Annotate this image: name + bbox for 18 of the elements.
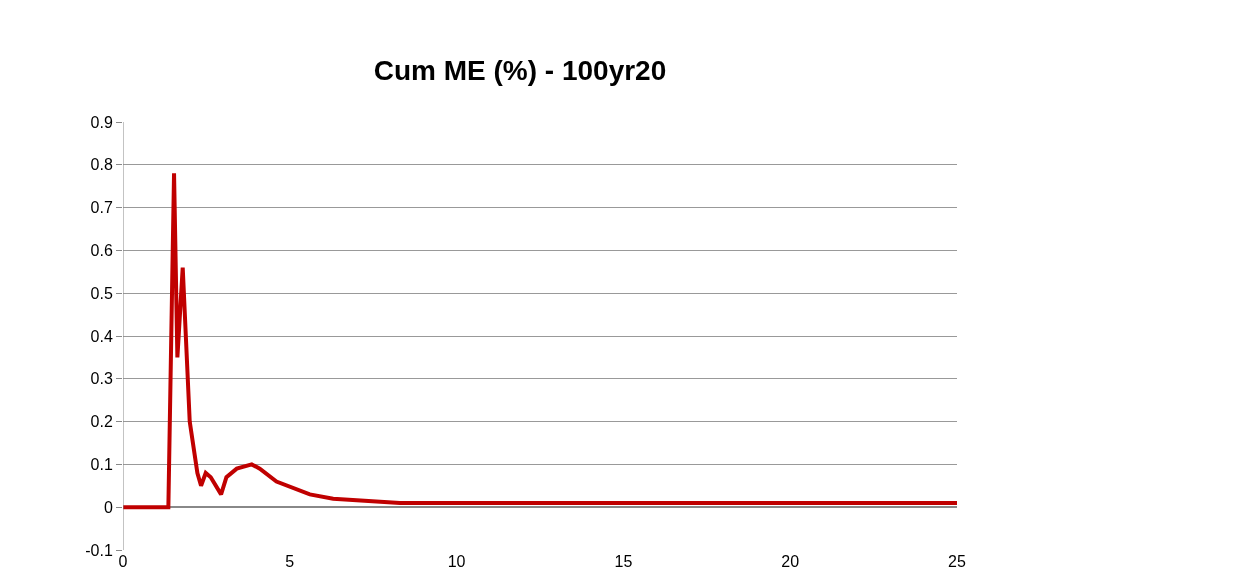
y-tick-label: 0.9 <box>90 113 113 131</box>
y-tick-label: 0.5 <box>90 284 113 302</box>
x-tick-label: 15 <box>614 553 633 570</box>
x-tick-label: 0 <box>118 553 128 570</box>
y-tick-label: 0.2 <box>90 413 113 431</box>
x-tick-label: 20 <box>781 553 800 570</box>
x-tick-label: 25 <box>948 553 966 570</box>
y-tick-label: 0 <box>103 498 113 516</box>
y-tick-label: 0.6 <box>90 242 113 259</box>
chart-title: Cum ME (%) - 100yr20 <box>373 54 667 86</box>
y-tick-label: 0.8 <box>90 156 113 174</box>
y-tick-label: -0.1 <box>85 541 113 559</box>
x-tick-label: 10 <box>447 553 466 570</box>
y-tick-label: 0.3 <box>90 370 113 388</box>
y-tick-label: 0.7 <box>90 199 113 217</box>
y-tick-label: 0.1 <box>90 456 113 473</box>
x-tick-label: 5 <box>285 553 295 570</box>
y-tick-label: 0.4 <box>90 327 113 345</box>
